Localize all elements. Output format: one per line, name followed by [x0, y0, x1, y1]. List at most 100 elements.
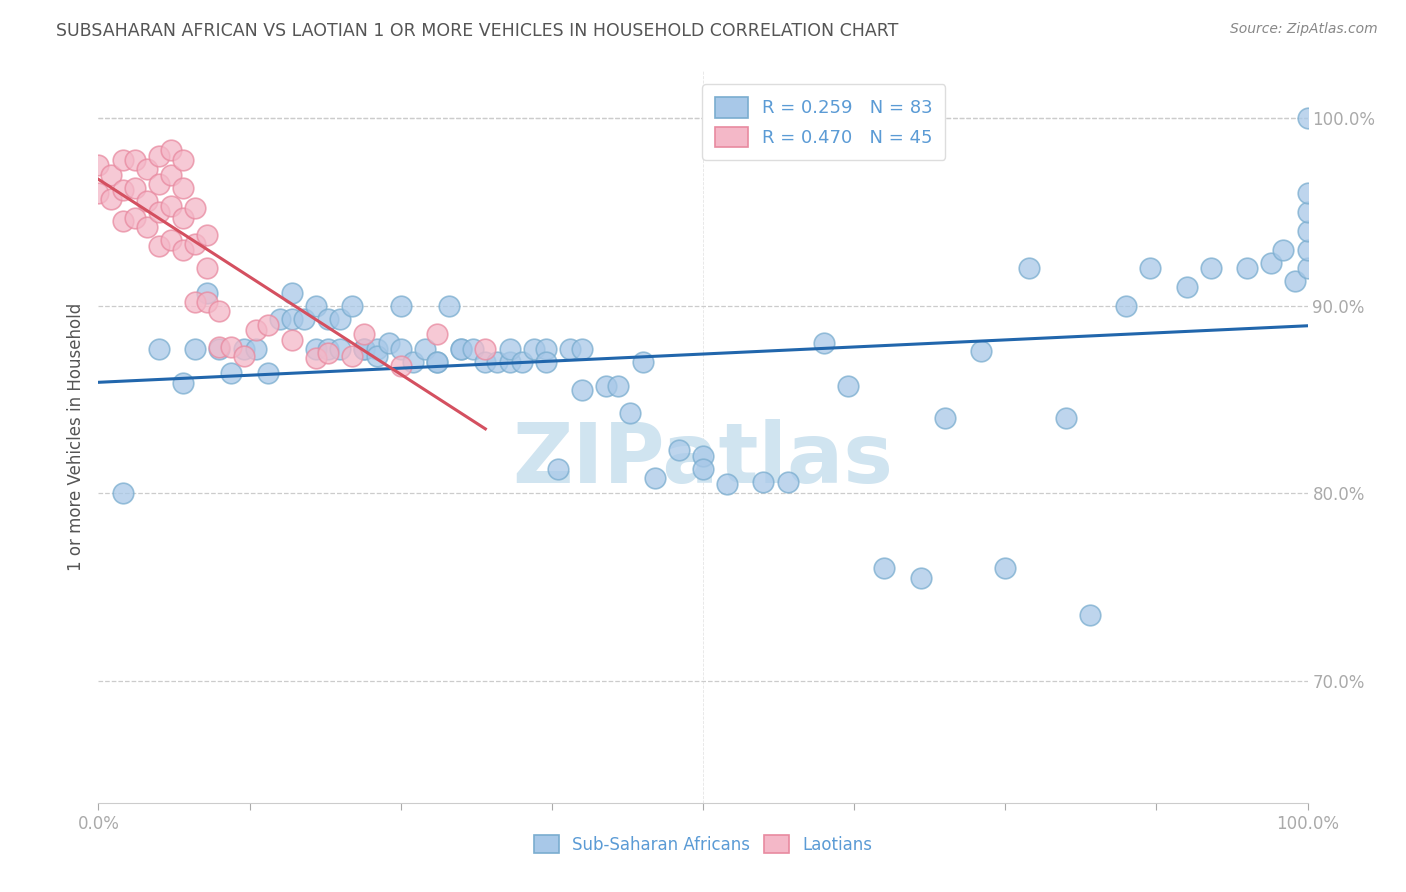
Point	[1296, 224, 1319, 238]
Point	[1296, 186, 1319, 201]
Point	[644, 471, 666, 485]
Point	[426, 326, 449, 341]
Point	[402, 355, 425, 369]
Point	[87, 186, 110, 201]
Point	[1236, 261, 1258, 276]
Point	[195, 295, 218, 310]
Point	[316, 342, 339, 356]
Point	[269, 312, 291, 326]
Point	[160, 233, 183, 247]
Point	[1175, 280, 1198, 294]
Point	[474, 355, 496, 369]
Point	[281, 285, 304, 300]
Point	[342, 299, 364, 313]
Point	[474, 342, 496, 356]
Point	[631, 355, 654, 369]
Point	[426, 355, 449, 369]
Point	[366, 342, 388, 356]
Point	[353, 342, 375, 356]
Point	[111, 153, 134, 167]
Point	[607, 379, 630, 393]
Point	[184, 236, 207, 251]
Text: SUBSAHARAN AFRICAN VS LAOTIAN 1 OR MORE VEHICLES IN HOUSEHOLD CORRELATION CHART: SUBSAHARAN AFRICAN VS LAOTIAN 1 OR MORE …	[56, 22, 898, 40]
Point	[426, 355, 449, 369]
Point	[329, 312, 352, 326]
Point	[366, 350, 388, 364]
Point	[172, 243, 194, 257]
Point	[668, 443, 690, 458]
Point	[305, 299, 328, 313]
Point	[208, 304, 231, 318]
Point	[221, 340, 243, 354]
Legend: Sub-Saharan Africans, Laotians: Sub-Saharan Africans, Laotians	[527, 829, 879, 860]
Point	[100, 168, 122, 182]
Point	[353, 326, 375, 341]
Point	[135, 220, 157, 235]
Point	[195, 227, 218, 242]
Point	[463, 342, 485, 356]
Point	[184, 295, 207, 310]
Point	[1296, 243, 1319, 257]
Point	[232, 342, 254, 356]
Point	[934, 411, 956, 425]
Point	[172, 153, 194, 167]
Point	[1272, 243, 1295, 257]
Point	[437, 299, 460, 313]
Point	[1296, 112, 1319, 126]
Point	[232, 350, 254, 364]
Point	[256, 367, 278, 381]
Text: ZIPatlas: ZIPatlas	[513, 418, 893, 500]
Point	[342, 350, 364, 364]
Point	[1078, 608, 1101, 623]
Point	[87, 158, 110, 172]
Point	[389, 342, 412, 356]
Point	[316, 312, 339, 326]
Point	[245, 342, 267, 356]
Point	[1284, 274, 1306, 288]
Point	[208, 342, 231, 356]
Point	[571, 383, 593, 397]
Point	[172, 211, 194, 225]
Point	[316, 345, 339, 359]
Point	[124, 211, 146, 225]
Point	[111, 214, 134, 228]
Point	[184, 342, 207, 356]
Point	[534, 342, 557, 356]
Point	[148, 342, 170, 356]
Point	[111, 182, 134, 196]
Point	[100, 192, 122, 206]
Point	[195, 285, 218, 300]
Point	[498, 342, 520, 356]
Point	[135, 194, 157, 208]
Point	[160, 168, 183, 182]
Point	[124, 180, 146, 194]
Point	[148, 177, 170, 191]
Point	[245, 323, 267, 337]
Point	[148, 239, 170, 253]
Point	[184, 201, 207, 215]
Point	[111, 486, 134, 500]
Point	[692, 449, 714, 463]
Point	[873, 561, 896, 575]
Point	[571, 342, 593, 356]
Point	[1139, 261, 1161, 276]
Point	[970, 343, 993, 358]
Point	[523, 342, 546, 356]
Point	[1115, 299, 1137, 313]
Point	[124, 153, 146, 167]
Point	[195, 261, 218, 276]
Point	[619, 406, 641, 420]
Point	[510, 355, 533, 369]
Point	[547, 462, 569, 476]
Point	[1054, 411, 1077, 425]
Point	[148, 149, 170, 163]
Point	[534, 355, 557, 369]
Point	[292, 312, 315, 326]
Point	[752, 475, 775, 489]
Point	[813, 336, 835, 351]
Point	[994, 561, 1017, 575]
Point	[160, 143, 183, 157]
Point	[1296, 205, 1319, 219]
Text: Source: ZipAtlas.com: Source: ZipAtlas.com	[1230, 22, 1378, 37]
Point	[148, 205, 170, 219]
